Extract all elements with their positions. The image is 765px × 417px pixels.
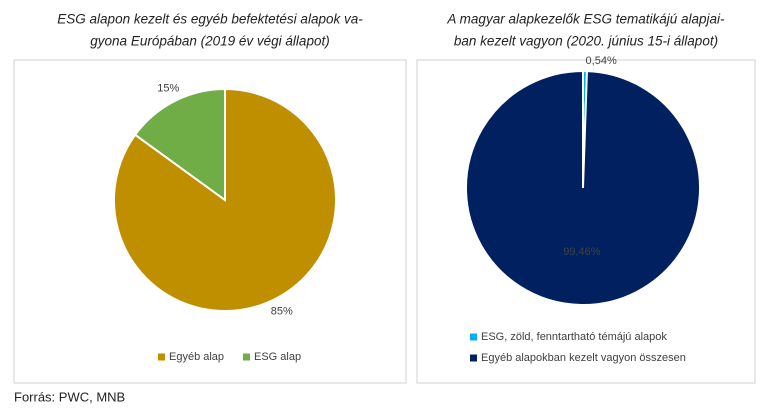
legend-label: ESG, zöld, fenntartható témájú alapok [481,331,667,343]
data-label: 99,46% [563,246,601,258]
data-label: 0,54% [586,55,617,67]
source: Forrás: PWC, MNB [14,389,125,404]
legend-swatch [470,333,477,341]
legend-label: Egyéb alap [169,351,224,363]
legend-label: Egyéb alapokban kezelt vagyon összesen [481,352,686,364]
chart-title: ESG alapon kezelt és egyéb befektetési a… [57,12,363,27]
chart-title: ban kezelt vagyon (2020. június 15-i áll… [454,34,718,49]
chart-title: gyona Európában (2019 év végi állapot) [90,34,329,49]
pie-slice [465,69,701,306]
chart-title: A magyar alapkezelők ESG tematikájú alap… [446,12,725,27]
pie-slice [133,87,226,202]
legend-swatch [470,354,477,362]
legend-swatch [158,353,165,361]
data-label: 15% [157,83,179,95]
legend-swatch [243,353,250,361]
data-label: 85% [271,305,293,317]
legend-label: ESG alap [254,351,301,363]
